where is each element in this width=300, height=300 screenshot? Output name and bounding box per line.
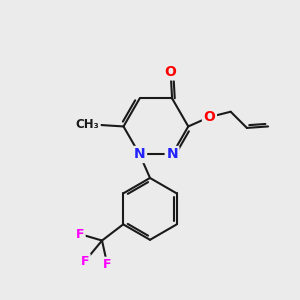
Text: O: O [203,110,215,124]
Text: F: F [76,228,84,241]
Text: CH₃: CH₃ [76,118,99,131]
Text: N: N [134,148,146,161]
Text: O: O [165,65,176,79]
Text: F: F [103,258,112,271]
Text: F: F [81,255,89,268]
Text: N: N [166,148,178,161]
